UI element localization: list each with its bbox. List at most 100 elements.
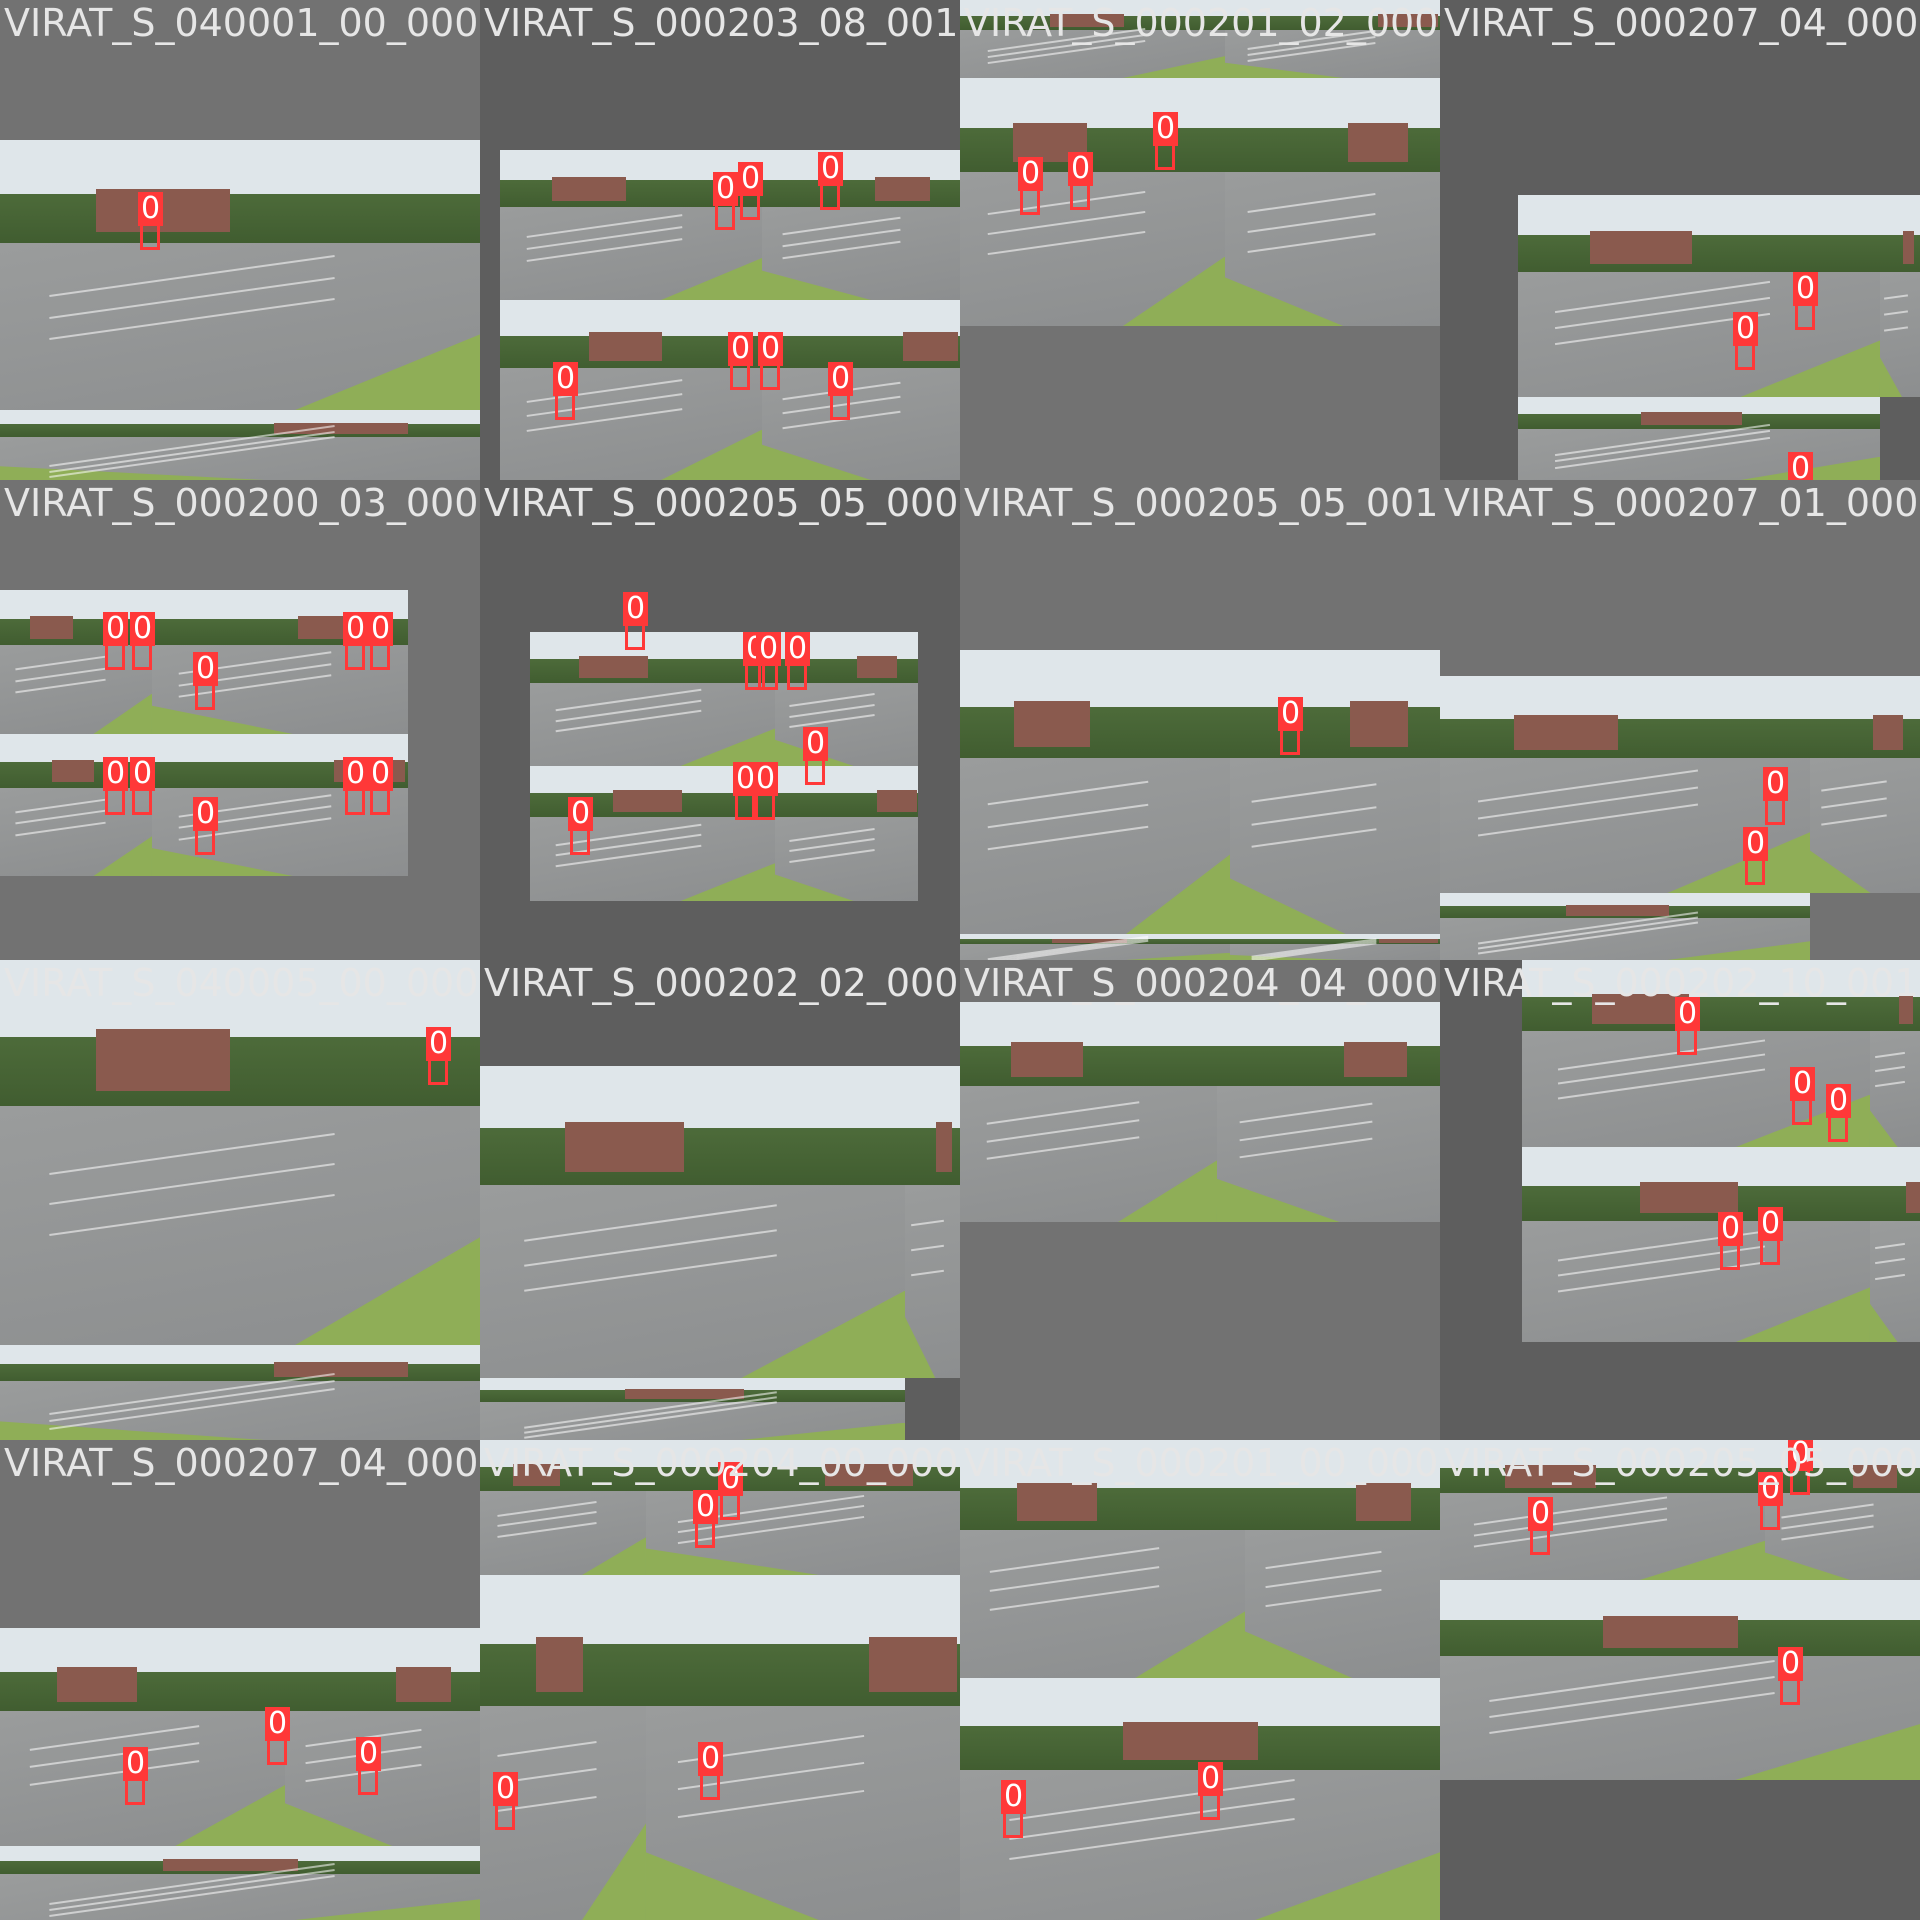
camera-frame	[1765, 1440, 1920, 1580]
tile-filename: VIRAT_S_000207_04_000903_001057.jpg	[1444, 1, 1920, 45]
detection-class-label: 0	[1743, 827, 1769, 861]
lawn	[1126, 952, 1230, 960]
tile-filename: VIRAT_S_000204_04_000904_000934_53606.jp…	[964, 961, 1440, 1005]
detection-class-label: 0	[426, 1027, 452, 1061]
building	[579, 656, 648, 678]
detection-class-label: 0	[818, 152, 844, 186]
building	[163, 1859, 298, 1872]
building	[1349, 701, 1409, 747]
building	[1014, 701, 1090, 747]
detection-class-label: 0	[343, 612, 369, 646]
detection-class-label: 0	[1733, 312, 1759, 346]
detection-class-label: 0	[718, 1462, 744, 1496]
camera-frame	[960, 1002, 1217, 1222]
detection-class-label: 0	[738, 162, 764, 196]
camera-frame	[1245, 1440, 1440, 1678]
tile-filename: VIRAT_S_000202_02_000171_000194_50204.jp…	[484, 961, 960, 1005]
mosaic-tile: 0000000VIRAT_S_000203_08_001653_001818.j…	[480, 0, 960, 480]
camera-frame	[905, 1066, 960, 1378]
building	[1898, 993, 1913, 1024]
detection-class-label: 0	[1790, 1067, 1816, 1101]
detection-class-label: 0	[623, 592, 649, 626]
camera-frame	[960, 1440, 1245, 1678]
detection-class-label: 0	[368, 612, 394, 646]
detection-class-label: 0	[1778, 1647, 1804, 1681]
detection-class-label: 0	[753, 762, 779, 796]
building	[1853, 1465, 1897, 1488]
mosaic-tile: 0 0 VIRAT_S_000201_00_000227_000457_40283.…	[960, 1440, 1440, 1920]
building	[1051, 938, 1128, 943]
detection-class-label: 0	[828, 362, 854, 396]
detection-class-label: 0	[193, 797, 219, 831]
building	[874, 177, 931, 201]
detection-class-label: 0	[1763, 767, 1789, 801]
building	[1641, 411, 1743, 426]
detection-class-label: 0	[698, 1742, 724, 1776]
mosaic-tile: VIRAT_S_000202_02_000171_000194_50204.jp…	[480, 960, 960, 1440]
camera-frame	[500, 300, 762, 480]
camera-frame	[1440, 893, 1810, 960]
camera-frame	[0, 960, 480, 1345]
detection-class-label: 0	[265, 1707, 291, 1741]
detection-class-label: 0	[1001, 1780, 1027, 1814]
building	[868, 1637, 957, 1693]
detection-class-label: 0	[138, 192, 164, 226]
camera-frame	[1440, 1580, 1920, 1780]
camera-frame	[775, 766, 918, 901]
sky	[1230, 934, 1440, 942]
building	[1123, 1721, 1258, 1761]
camera-frame	[480, 1440, 646, 1575]
building	[1356, 1482, 1411, 1521]
tile-filename: VIRAT_S_000200_03_000657_000899_40164.jp…	[4, 481, 480, 525]
detection-class-label: 0	[356, 1737, 382, 1771]
building	[1640, 1182, 1738, 1214]
detection-class-label: 0	[1758, 1207, 1784, 1241]
detection-class-label: 0	[1758, 1472, 1784, 1506]
detection-class-label: 0	[1198, 1762, 1224, 1796]
building	[536, 1637, 583, 1693]
detection-class-label: 0	[193, 652, 219, 686]
mosaic-tile: 0000000000VIRAT_S_000200_03_000657_00089…	[0, 480, 480, 960]
tile-filename: VIRAT_S_000202_10_001410_001454.jpg	[1444, 961, 1920, 1005]
camera-frame	[960, 934, 1230, 960]
building	[824, 1464, 913, 1486]
detection-class-label: 0	[368, 757, 394, 791]
building	[902, 332, 959, 362]
camera-frame	[762, 300, 960, 480]
camera-frame	[0, 140, 480, 410]
building	[96, 1029, 231, 1091]
building	[1514, 715, 1618, 750]
detection-class-label: 0	[123, 1747, 149, 1781]
building	[1905, 1182, 1920, 1214]
detection-class-label: 0	[1675, 997, 1701, 1031]
building	[1017, 1482, 1097, 1521]
building	[1505, 1465, 1596, 1488]
mosaic-tile: 0000VIRAT_S_000204_00_000035_000319_5083…	[480, 1440, 960, 1920]
mosaic-tile: 0 0 0 VIRAT_S_000207_04_000903_001040_20061…	[0, 1440, 480, 1920]
building	[589, 332, 663, 362]
building	[57, 1667, 137, 1703]
camera-frame	[1440, 1440, 1765, 1580]
camera-frame	[1225, 78, 1440, 326]
mosaic-tile: VIRAT_S_000204_04_000904_000934_53606.jp…	[960, 960, 1440, 1440]
mosaic-tile: 0 VIRAT_S_040001_00_000035_000319_60461.j…	[0, 0, 480, 480]
building	[1011, 1041, 1084, 1077]
building	[936, 1122, 952, 1173]
mosaic-tile: 0 VIRAT_S_040005_00_000003_000058_47566.j…	[0, 960, 480, 1440]
camera-frame	[960, 0, 1225, 78]
detection-class-label: 0	[728, 332, 754, 366]
mosaic-tile: 0 VIRAT_S_000205_05_001525_001575_40225.j…	[960, 480, 1440, 960]
building	[1377, 14, 1438, 27]
building	[30, 615, 73, 639]
detection-class-label: 0	[493, 1772, 519, 1806]
camera-frame	[960, 78, 1225, 326]
sky	[960, 934, 1230, 942]
detection-class-label: 0	[1788, 1440, 1814, 1471]
detection-class-label: 0	[568, 797, 594, 831]
detection-class-label: 0	[713, 172, 739, 206]
